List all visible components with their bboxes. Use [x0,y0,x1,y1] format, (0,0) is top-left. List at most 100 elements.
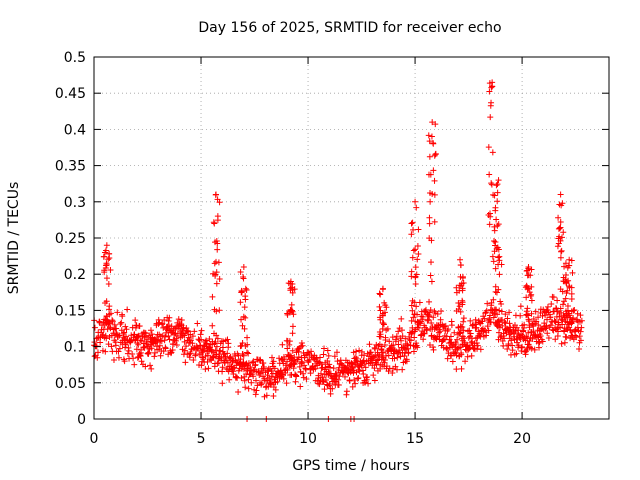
data-point [494,189,501,196]
data-point [390,342,397,349]
data-point [412,246,419,253]
data-point [504,346,511,353]
data-point [552,318,559,325]
data-point [334,358,341,365]
data-point [244,349,251,356]
data-point [401,353,408,360]
data-point [545,334,552,341]
data-point [353,348,360,355]
data-point [460,318,467,325]
data-point [121,358,128,365]
data-point [106,311,113,318]
data-point [127,338,134,345]
y-tick-label: 0.45 [55,86,86,102]
data-point [347,369,354,376]
data-point [426,214,433,221]
data-point [560,229,567,236]
data-point [94,354,101,361]
data-point [156,342,163,349]
data-point [280,375,287,382]
data-point [414,256,421,263]
data-point [445,326,452,333]
data-point [239,351,246,358]
data-point [456,330,463,337]
data-point [379,325,386,332]
data-point [394,366,401,373]
data-point [284,338,291,345]
data-point [555,225,562,232]
data-point [118,319,125,326]
data-point [219,380,226,387]
data-point [559,288,566,295]
data-point [238,289,245,296]
data-point [493,182,500,189]
data-point [104,317,111,324]
data-point [554,308,561,315]
data-point [237,299,244,306]
data-point [466,327,473,334]
data-point [448,322,455,329]
data-point [186,351,193,358]
data-point [577,337,584,344]
data-point [213,280,220,287]
data-point [106,306,113,313]
data-point [144,350,151,357]
data-point [346,377,353,384]
data-point [437,316,444,323]
data-point [292,378,299,385]
data-point [381,299,388,306]
data-point [258,380,265,387]
data-point [554,325,561,332]
data-point [181,332,188,339]
data-point [183,343,190,350]
data-point [430,139,436,146]
data-point [467,317,474,324]
data-point [217,347,224,354]
data-point [568,257,575,264]
data-point [146,332,153,339]
data-point [381,341,388,348]
data-point [329,385,336,392]
data-point [211,330,218,337]
data-point [142,363,149,370]
data-point [298,339,305,346]
data-point [207,356,214,363]
data-point [544,303,551,310]
data-point [499,322,506,329]
data-point [495,329,502,336]
data-point [408,268,415,275]
data-point [307,370,314,377]
data-point [491,227,498,234]
data-point [563,279,570,286]
data-point [523,312,530,319]
data-point [101,316,108,323]
data-point [506,309,513,316]
data-point [431,177,438,184]
data-point [243,286,250,293]
data-point [483,307,490,314]
data-point [148,365,155,372]
data-point [464,353,471,360]
data-point [412,264,419,271]
data-point [490,258,497,265]
data-point [494,222,501,229]
data-point [131,361,138,368]
data-point [437,328,444,335]
data-point [456,282,463,289]
data-point [209,322,216,329]
data-point [166,336,173,343]
data-point [326,364,333,371]
data-point [147,327,154,334]
data-point [488,299,495,306]
y-tick-label: 0.5 [64,50,86,66]
data-point [321,386,328,393]
data-point [420,336,427,343]
data-point [109,318,116,325]
data-point [197,331,204,338]
data-point [326,381,333,388]
data-point [554,243,561,250]
data-point [494,311,501,318]
data-point [216,307,223,314]
data-point [361,352,368,359]
data-point [269,354,276,361]
